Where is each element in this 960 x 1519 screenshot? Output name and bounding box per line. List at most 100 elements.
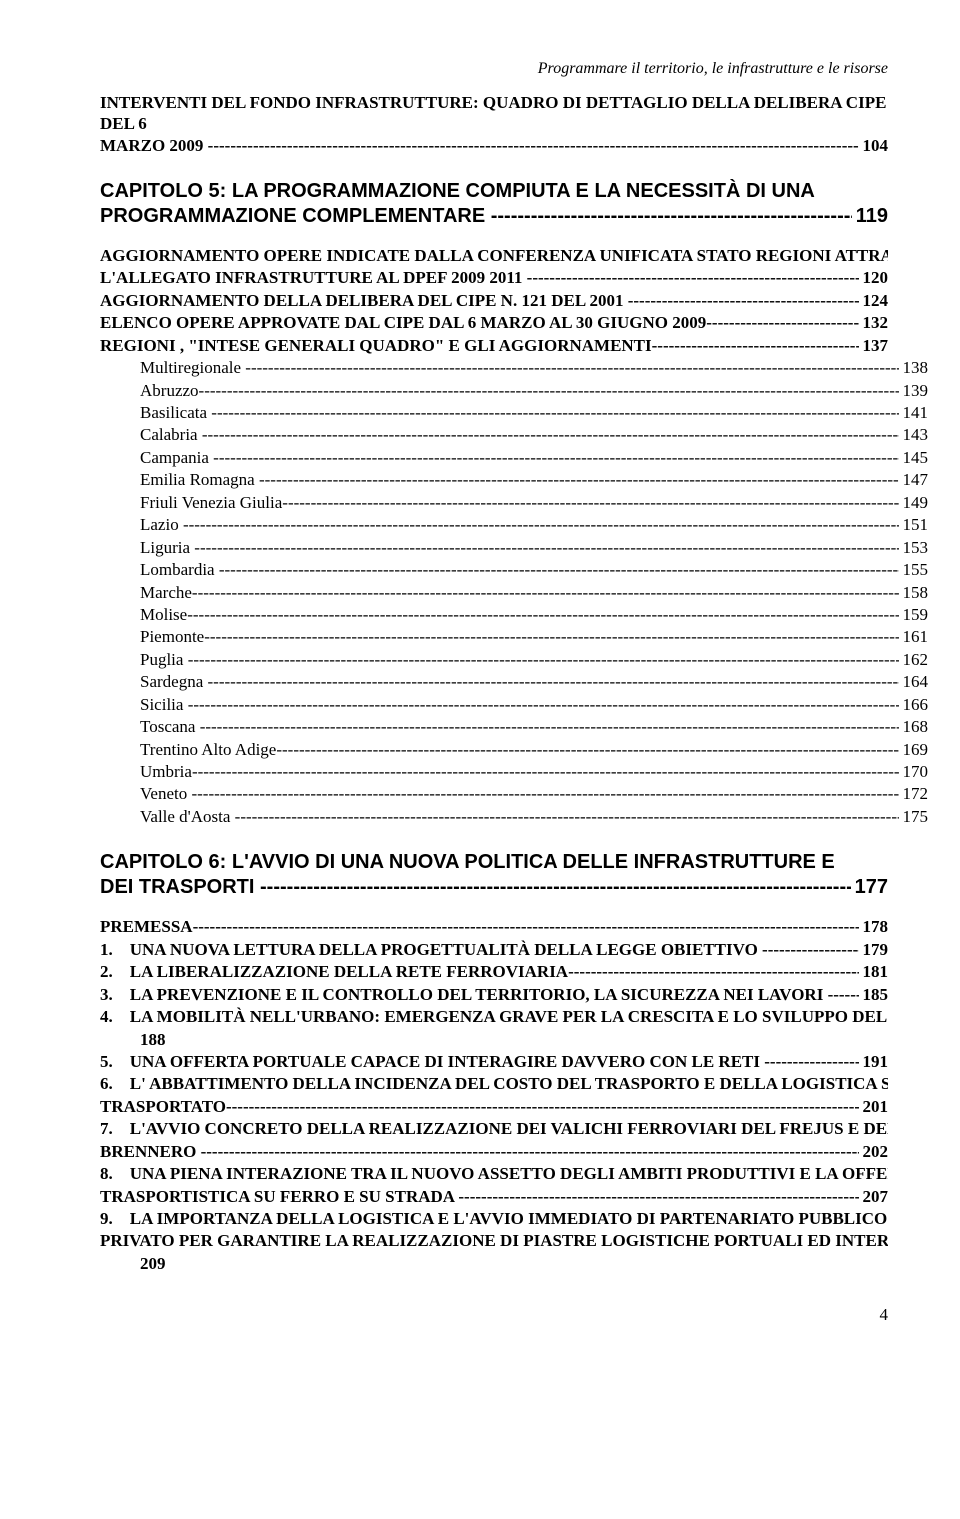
toc-entry-label: AGGIORNAMENTO OPERE INDICATE DALLA CONFE… [100, 245, 888, 267]
toc-entry: TRASPORTATO-----------------------------… [100, 1096, 888, 1118]
toc-entry-label: Toscana [140, 716, 200, 738]
toc-entry-page: 145 [899, 447, 929, 469]
toc-entry-page: 159 [899, 604, 929, 626]
toc-entry-page: 132 [859, 312, 889, 334]
toc-entry-label: TRASPORTISTICA SU FERRO E SU STRADA [100, 1186, 458, 1208]
toc-entry-label: Friuli Venezia Giulia [140, 492, 282, 514]
toc-entry-page: 155 [899, 559, 929, 581]
toc-entry: PREMESSA--------------------------------… [100, 916, 888, 938]
toc-entry-label: Piemonte [140, 626, 204, 648]
toc-entry-label: 8. UNA PIENA INTERAZIONE TRA IL NUOVO AS… [100, 1163, 888, 1185]
toc-entry-page: 162 [899, 649, 929, 671]
leader: ----------------------------------------… [200, 716, 899, 738]
toc-entry: Puglia ---------------------------------… [100, 649, 928, 671]
toc-entry-label: Umbria [140, 761, 192, 783]
toc-entry-label: PREMESSA [100, 916, 193, 938]
toc-entry-label: BRENNERO [100, 1141, 201, 1163]
toc-entry-page: 181 [859, 961, 889, 983]
leader: ----------------------------------------… [491, 204, 852, 229]
toc-entry: 9. LA IMPORTANZA DELLA LOGISTICA E L'AVV… [100, 1208, 888, 1230]
toc-entry: Valle d'Aosta --------------------------… [100, 806, 928, 828]
toc-entry-label: Sardegna [140, 671, 208, 693]
toc-entry: Lombardia ------------------------------… [100, 559, 928, 581]
toc-entry-page: 168 [899, 716, 929, 738]
toc-entry-label: Veneto [140, 783, 191, 805]
leader: ----------------------------------------… [192, 582, 899, 604]
leader: ----------------------------------------… [259, 469, 899, 491]
toc-entry-page: 147 [899, 469, 929, 491]
toc-entry: 7. L'AVVIO CONCRETO DELLA REALIZZAZIONE … [100, 1118, 888, 1140]
toc-entry-continuation: 188 [100, 1029, 888, 1051]
toc-entry: ELENCO OPERE APPROVATE DAL CIPE DAL 6 MA… [100, 312, 888, 334]
toc-entry-label: Lombardia [140, 559, 219, 581]
toc-entry-label: Campania [140, 447, 213, 469]
toc-entry-label: TRASPORTATO [100, 1096, 226, 1118]
toc-entry: AGGIORNAMENTO DELLA DELIBERA DEL CIPE N.… [100, 290, 888, 312]
toc-entry-page: 207 [859, 1186, 889, 1208]
chapter6-line1: CAPITOLO 6: L'AVVIO DI UNA NUOVA POLITIC… [100, 850, 888, 875]
toc-entry-label: Liguria [140, 537, 194, 559]
leader: ----------------------------------------… [192, 761, 899, 783]
document-page: Programmare il territorio, le infrastrut… [0, 0, 960, 1365]
toc-entry-page: 170 [899, 761, 929, 783]
toc-entry-label: PRIVATO PER GARANTIRE LA REALIZZAZIONE D… [100, 1230, 888, 1252]
toc-entry-label: 2. LA LIBERALIZZAZIONE DELLA RETE FERROV… [100, 961, 568, 983]
leader: ----------------------------------------… [193, 916, 859, 938]
leader: ----------------------------------------… [199, 380, 899, 402]
toc-entry: AGGIORNAMENTO OPERE INDICATE DALLA CONFE… [100, 245, 888, 267]
chapter5-line1: CAPITOLO 5: LA PROGRAMMAZIONE COMPIUTA E… [100, 179, 888, 204]
toc-entry: Trentino Alto Adige---------------------… [100, 739, 928, 761]
leader: ----------------------------------------… [762, 939, 858, 961]
toc-entry: Friuli Venezia Giulia-------------------… [100, 492, 928, 514]
toc-entry: 2. LA LIBERALIZZAZIONE DELLA RETE FERROV… [100, 961, 888, 983]
toc-entry-label: 6. L' ABBATTIMENTO DELLA INCIDENZA DEL C… [100, 1073, 888, 1095]
toc-entry-label: 5. UNA OFFERTA PORTUALE CAPACE DI INTERA… [100, 1051, 764, 1073]
toc-entry-label: Calabria [140, 424, 202, 446]
toc-entry-label: REGIONI , "INTESE GENERALI QUADRO" E GLI… [100, 335, 652, 357]
leader: ----------------------------------------… [245, 357, 898, 379]
leader: ----------------------------------------… [194, 537, 898, 559]
toc-entry: 4. LA MOBILITÀ NELL'URBANO: EMERGENZA GR… [100, 1006, 888, 1028]
leader: ----------------------------------------… [211, 402, 898, 424]
toc-entry: Basilicata -----------------------------… [100, 402, 928, 424]
toc-entry-page: 151 [899, 514, 929, 536]
toc-entry-label: Sicilia [140, 694, 188, 716]
toc-entry: Sardegna -------------------------------… [100, 671, 928, 693]
toc-entry-page: 158 [899, 582, 929, 604]
leader: ----------------------------------------… [201, 1141, 859, 1163]
toc-entry-label: Trentino Alto Adige [140, 739, 276, 761]
leader: ----------------------------------------… [628, 290, 859, 312]
toc-entry: 6. L' ABBATTIMENTO DELLA INCIDENZA DEL C… [100, 1073, 888, 1095]
toc-entry-label: Lazio [140, 514, 183, 536]
toc-entry-page: 139 [899, 380, 929, 402]
toc-entry-label: ELENCO OPERE APPROVATE DAL CIPE DAL 6 MA… [100, 312, 706, 334]
toc-entry: 5. UNA OFFERTA PORTUALE CAPACE DI INTERA… [100, 1051, 888, 1073]
toc-entry: Marche----------------------------------… [100, 582, 928, 604]
toc-entry-page: 137 [859, 335, 889, 357]
toc-entry: Campania -------------------------------… [100, 447, 928, 469]
chapter6-toc-list: PREMESSA--------------------------------… [100, 916, 888, 1275]
toc-entry: Umbria----------------------------------… [100, 761, 928, 783]
toc-entry-label: L'ALLEGATO INFRASTRUTTURE AL DPEF 2009 2… [100, 267, 527, 289]
toc-entry: Lazio ----------------------------------… [100, 514, 928, 536]
toc-entry-page: 120 [859, 267, 889, 289]
toc-entry-page: 161 [899, 626, 929, 648]
toc-entry-continuation: 209 [100, 1253, 888, 1275]
toc-entry-label: Emilia Romagna [140, 469, 259, 491]
leader: ----------------------------------------… [764, 1051, 858, 1073]
leader: ----------------------------------------… [706, 312, 858, 334]
toc-entry-label: 3. LA PREVENZIONE E IL CONTROLLO DEL TER… [100, 984, 828, 1006]
toc-entry-page: 191 [859, 1051, 889, 1073]
toc-entry-page: 178 [859, 916, 889, 938]
toc-entry: Abruzzo---------------------------------… [100, 380, 928, 402]
sec1-line2: MARZO 2009 -----------------------------… [100, 135, 888, 157]
leader: ----------------------------------------… [204, 626, 898, 648]
toc-entry-label: 4. LA MOBILITÀ NELL'URBANO: EMERGENZA GR… [100, 1006, 888, 1028]
leader: ----------------------------------------… [208, 135, 859, 157]
toc-entry-label: 1. UNA NUOVA LETTURA DELLA PROGETTUALITÀ… [100, 939, 762, 961]
toc-entry-label: Multiregionale [140, 357, 245, 379]
toc-entry: REGIONI , "INTESE GENERALI QUADRO" E GLI… [100, 335, 888, 357]
leader: ----------------------------------------… [183, 514, 899, 536]
toc-entry: L'ALLEGATO INFRASTRUTTURE AL DPEF 2009 2… [100, 267, 888, 289]
toc-entry-page: 185 [859, 984, 889, 1006]
